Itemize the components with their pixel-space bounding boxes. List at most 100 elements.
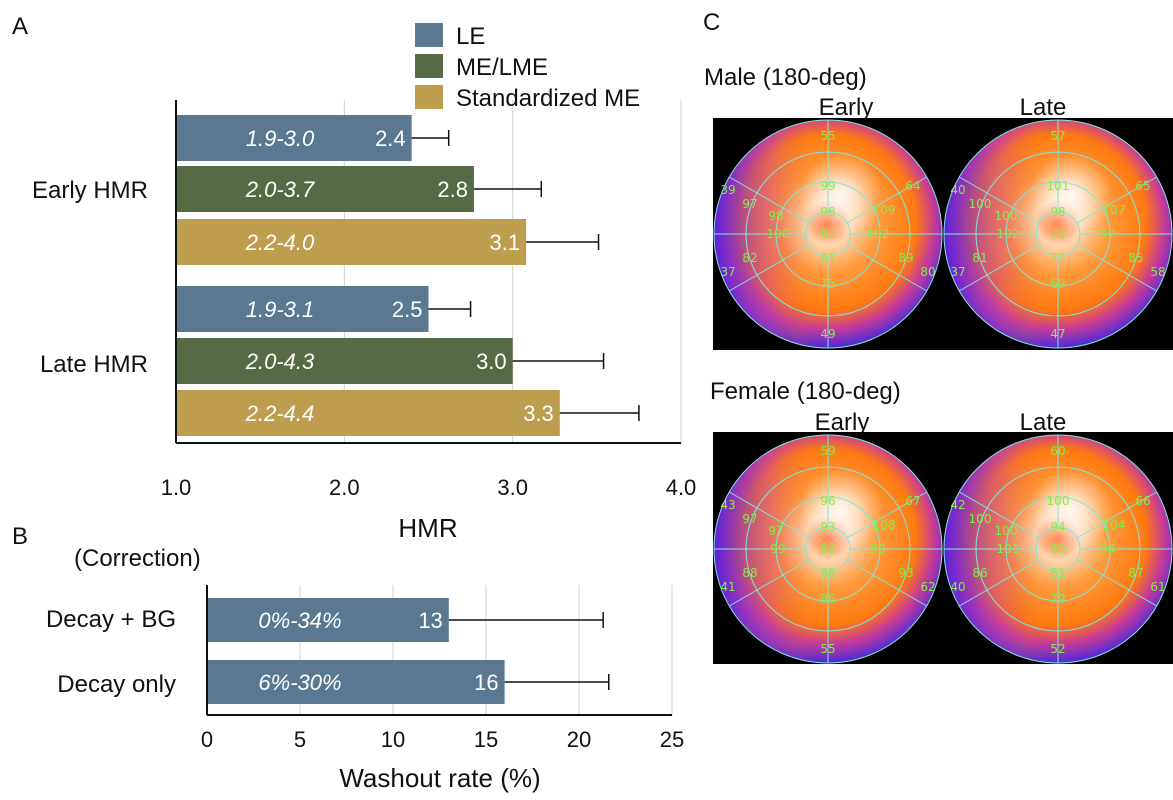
panel-c-polar-maps: Male (180-deg) Early Late 82 98 99 109 102 81… <box>704 64 1173 664</box>
male-late-segment-value: 102 <box>997 227 1020 241</box>
male-late-segment-value: 85 <box>1128 251 1143 265</box>
male-early-segment-value: 81 <box>820 251 835 265</box>
panel-a-early-me-lme-value-label: 2.8 <box>437 177 468 202</box>
male-early-spoke <box>729 244 810 292</box>
female-early-segment-value: 99 <box>870 542 885 556</box>
male-late-label: Late <box>1020 94 1067 121</box>
panel-b-x-tick-label: 0 <box>201 727 213 752</box>
female-late-segment-value: 94 <box>1100 542 1115 556</box>
female-early-spoke <box>846 559 927 607</box>
male-early-segment-value: 102 <box>867 227 890 241</box>
female-late-label: Late <box>1020 409 1067 436</box>
female-early-segment-value: 93 <box>820 520 835 534</box>
male-early-segment-value: 99 <box>820 179 835 193</box>
panel-label-c: C <box>703 9 720 36</box>
male-late-segment-value: 98 <box>1050 205 1065 219</box>
female-early-segment-value: 41 <box>720 580 735 594</box>
panel-b-decay-bg-value-label: 13 <box>418 608 442 633</box>
male-early-septal-shade <box>714 120 942 348</box>
male-early-segment-value: 97 <box>742 197 757 211</box>
panel-a-x-tick-label: 1.0 <box>161 475 192 500</box>
panel-a-early-le-range-label: 1.9-3.0 <box>246 126 315 151</box>
female-early-label: Early <box>815 409 870 436</box>
panel-a-x-tick-label: 4.0 <box>666 475 697 500</box>
panel-a-group-early: Early HMR <box>32 177 148 204</box>
male-early-segment-value: 82 <box>820 227 835 241</box>
male-early-segment-value: 98 <box>820 205 835 219</box>
legend-label-me-lme: ME/LME <box>456 54 548 81</box>
female-early-segment-value: 88 <box>742 566 757 580</box>
legend-label-standardized-me: Standardized ME <box>456 85 640 112</box>
female-early-septal-shade <box>714 435 942 663</box>
female-late-segment-value: 52 <box>1050 642 1065 656</box>
male-late-segment-value: 57 <box>1050 129 1065 143</box>
panel-b-x-ticks: 0 5 10 15 20 25 <box>201 727 684 752</box>
female-late-segment-value: 100 <box>969 512 992 526</box>
panel-a-legend: LE ME/LME Standardized ME <box>415 23 640 112</box>
panel-a-x-tick-label: 3.0 <box>497 475 528 500</box>
female-late-segment-value: 104 <box>1103 518 1126 532</box>
male-early-segment-value: 109 <box>873 203 896 217</box>
male-early-spoke <box>729 176 810 224</box>
panel-b-bars: 0%-34% 13 6%-30% 16 <box>207 598 610 704</box>
panel-a-group-late: Late HMR <box>40 351 148 378</box>
male-early-segment-value: 80 <box>920 265 935 279</box>
female-early-segment-value: 62 <box>920 580 935 594</box>
male-early-spoke <box>846 176 927 224</box>
panel-a-late-standardized-me-bar <box>176 390 560 436</box>
female-late-segment-value: 80 <box>1050 542 1065 556</box>
panel-a-x-title: HMR <box>398 513 457 543</box>
legend-label-le: LE <box>456 23 485 50</box>
male-late-segment-value: 47 <box>1050 327 1065 341</box>
male-late-segment-value: 58 <box>1150 265 1165 279</box>
panel-b-cat-decay-bg: Decay + BG <box>46 606 176 633</box>
male-late-segment-value: 107 <box>1103 203 1126 217</box>
female-late-segment-value: 86 <box>972 566 987 580</box>
panel-a-late-le-bar <box>176 286 429 332</box>
male-late-segment-value: 69 <box>1050 277 1065 291</box>
female-late-segment-value: 61 <box>1150 580 1165 594</box>
panel-b-x-title: Washout rate (%) <box>339 763 540 793</box>
panel-a-x-tick-label: 2.0 <box>329 475 360 500</box>
male-late-segment-value: 40 <box>950 183 965 197</box>
panel-a-late-standardized-me-range-label: 2.2-4.4 <box>245 401 315 426</box>
female-late-septal-shade <box>944 435 1172 663</box>
male-early-segment-value: 37 <box>720 265 735 279</box>
male-late-segment-value: 100 <box>995 209 1018 223</box>
legend-swatch-me-lme <box>415 54 443 78</box>
panel-b-washout-chart: (Correction) 0%-34% 13 6%-30% 16 0 5 10 15 20 25… <box>46 545 684 793</box>
panel-label-a: A <box>12 13 28 40</box>
male-late-segment-value: 65 <box>1135 179 1150 193</box>
female-title: Female (180-deg) <box>710 378 901 405</box>
male-late-spoke <box>1076 176 1157 224</box>
legend-swatch-standardized-me <box>415 85 443 109</box>
female-early-segment-value: 97 <box>768 524 783 538</box>
panel-b-x-tick-label: 15 <box>474 727 498 752</box>
female-late-segment-value: 81 <box>1050 566 1065 580</box>
female-early-spoke <box>729 491 810 539</box>
panel-b-decay-only-range-label: 6%-30% <box>258 670 341 695</box>
panel-b-cat-decay-only: Decay only <box>57 671 176 698</box>
male-late-segment-value: 100 <box>969 197 992 211</box>
panel-a-early-le-value-label: 2.4 <box>375 126 406 151</box>
panel-a-early-me-lme-range-label: 2.0-3.7 <box>245 177 315 202</box>
female-early-segment-value: 96 <box>820 494 835 508</box>
panel-a-hmr-chart: 1.9-3.0 2.4 2.0-3.7 2.8 2.2-4.0 3.1 1.9-3.1 2.5… <box>32 23 696 543</box>
female-late-segment-value: 100 <box>995 524 1018 538</box>
male-late-spoke <box>959 176 1040 224</box>
female-late-segment-value: 101 <box>997 542 1020 556</box>
panel-b-decay-bg-bar <box>207 598 449 642</box>
female-early-spoke <box>729 559 810 607</box>
female-late-segment-value: 42 <box>950 498 965 512</box>
female-late-spoke <box>1076 491 1157 539</box>
male-early-segment-value: 39 <box>720 183 735 197</box>
male-early-segment-value: 98 <box>768 209 783 223</box>
panel-a-late-standardized-me-value-label: 3.3 <box>523 401 554 426</box>
female-late-segment-value: 40 <box>950 580 965 594</box>
male-late-segment-value: 81 <box>972 251 987 265</box>
panel-a-early-me-lme-bar <box>176 166 474 212</box>
male-early-segment-value: 75 <box>820 277 835 291</box>
male-late-spoke <box>1076 244 1157 292</box>
panel-a-bars: 1.9-3.0 2.4 2.0-3.7 2.8 2.2-4.0 3.1 1.9-3.1 2.5… <box>176 115 640 436</box>
